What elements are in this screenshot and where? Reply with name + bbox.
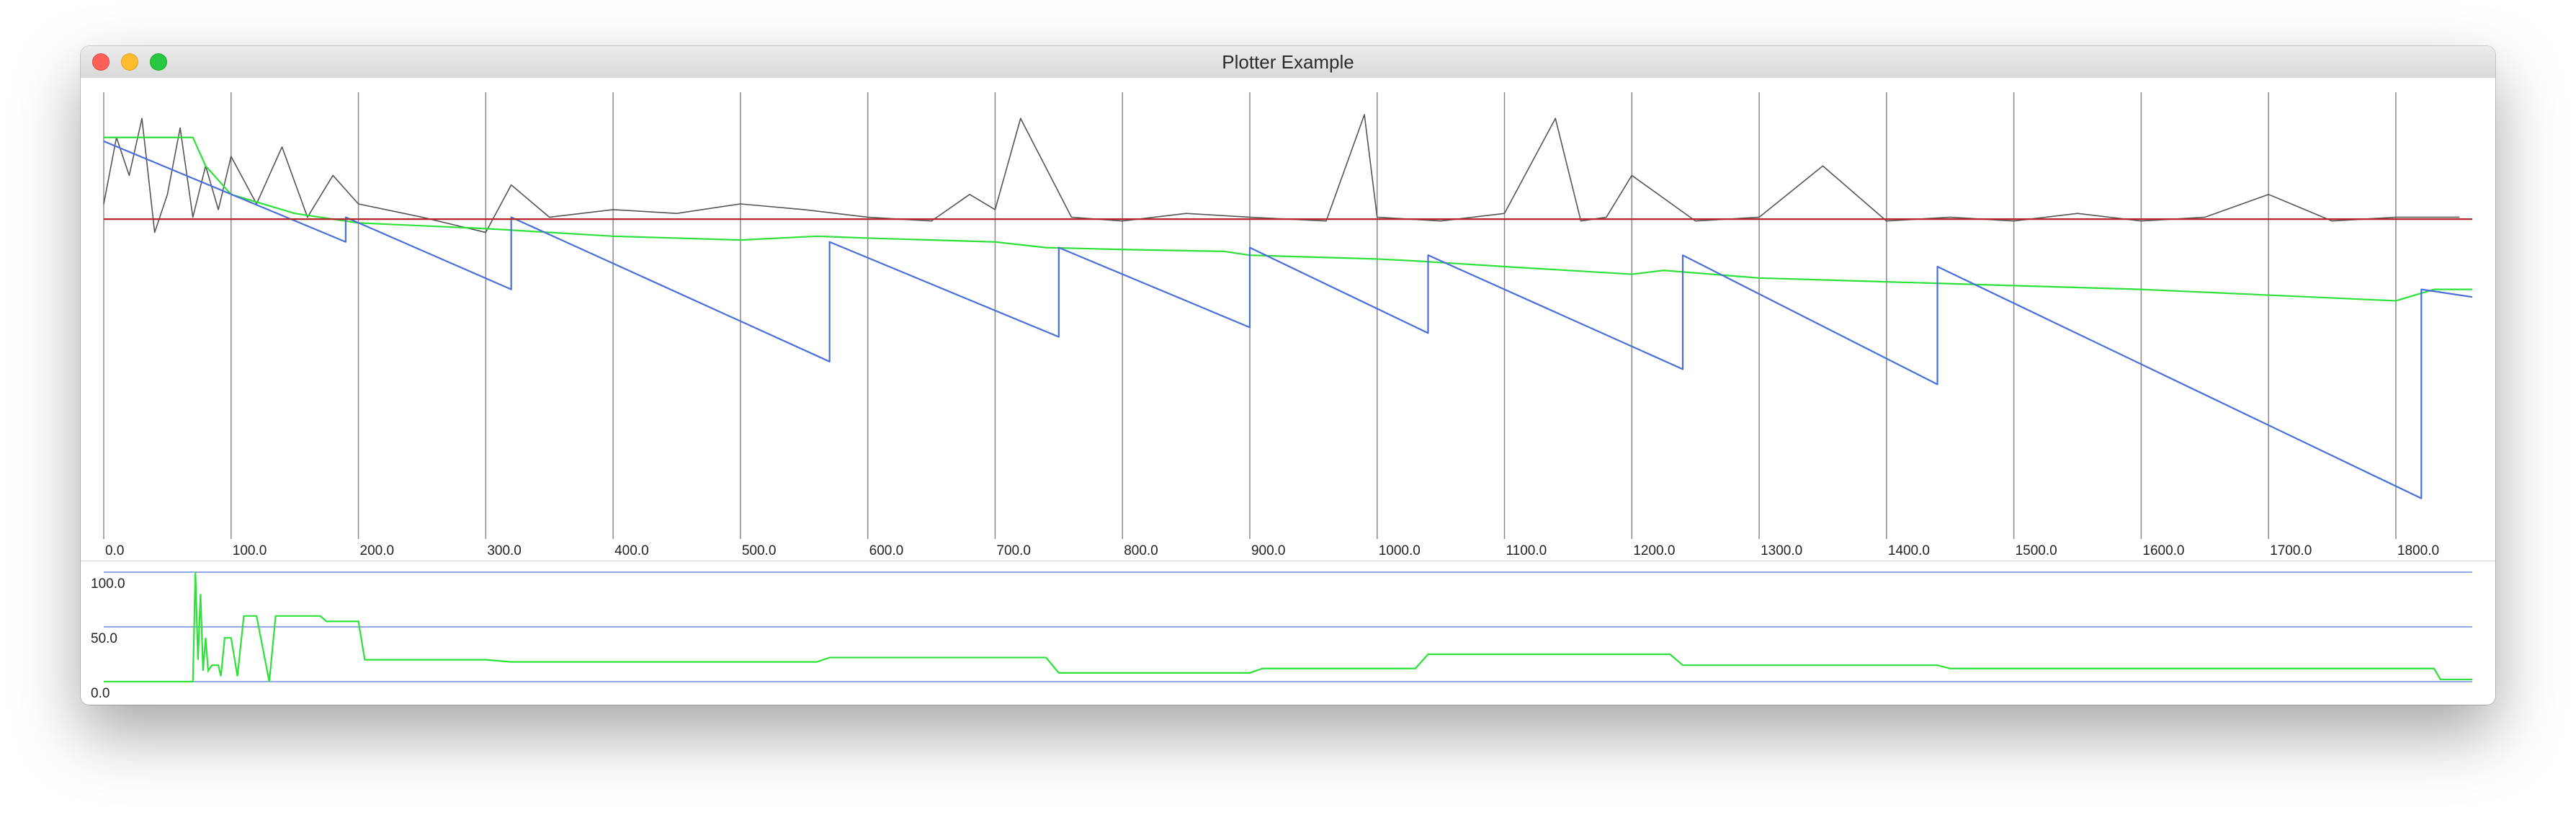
x-tick-label: 1800.0 bbox=[2397, 543, 2439, 558]
lower-y-tick-labels: 100.0 50.0 0.0 bbox=[91, 576, 125, 701]
x-tick-label: 400.0 bbox=[614, 543, 649, 558]
lower-series bbox=[104, 571, 2472, 683]
upper-series bbox=[103, 114, 2473, 499]
x-tick-label: 200.0 bbox=[360, 543, 395, 558]
title-bar[interactable]: Plotter Example bbox=[81, 46, 2495, 79]
x-tick-label: 1400.0 bbox=[1888, 543, 1930, 558]
x-tick-label: 1300.0 bbox=[1761, 543, 1802, 558]
upper-x-tick-labels: 0.0 100.0 200.0 300.0 400.0 500.0 600.0 700.0 80… bbox=[105, 543, 2439, 558]
minimize-button[interactable] bbox=[121, 53, 138, 71]
upper-chart: 0.0 100.0 200.0 300.0 400.0 500.0 600.0 700.0 80… bbox=[103, 92, 2473, 558]
x-tick-label: 100.0 bbox=[233, 543, 267, 558]
x-tick-label: 700.0 bbox=[996, 543, 1031, 558]
y-tick-label: 0.0 bbox=[91, 686, 109, 701]
upper-grid bbox=[103, 92, 2397, 539]
x-tick-label: 1500.0 bbox=[2016, 543, 2057, 558]
x-tick-label: 300.0 bbox=[487, 543, 522, 558]
plotter-window: Plotter Example 0.0 100.0 200.0 300.0 400.0 5… bbox=[81, 46, 2495, 705]
maximize-button[interactable] bbox=[150, 53, 167, 71]
window-title: Plotter Example bbox=[1222, 51, 1354, 73]
x-tick-label: 900.0 bbox=[1251, 543, 1286, 558]
x-tick-label: 1700.0 bbox=[2270, 543, 2312, 558]
x-tick-label: 800.0 bbox=[1124, 543, 1158, 558]
x-tick-label: 600.0 bbox=[869, 543, 904, 558]
x-tick-label: 1200.0 bbox=[1633, 543, 1675, 558]
y-tick-label: 50.0 bbox=[91, 631, 117, 646]
x-tick-label: 1600.0 bbox=[2142, 543, 2184, 558]
y-tick-label: 100.0 bbox=[91, 576, 125, 592]
plot-area: 0.0 100.0 200.0 300.0 400.0 500.0 600.0 700.0 80… bbox=[81, 78, 2495, 705]
lower-grid bbox=[104, 571, 2472, 682]
series-line-2 bbox=[103, 140, 2473, 499]
x-tick-label: 500.0 bbox=[742, 543, 777, 558]
lower-series-line-0 bbox=[104, 571, 2472, 683]
lower-chart: 100.0 50.0 0.0 bbox=[91, 571, 2472, 701]
x-tick-label: 1000.0 bbox=[1379, 543, 1421, 558]
x-tick-label: 1100.0 bbox=[1506, 543, 1547, 558]
x-tick-label: 0.0 bbox=[105, 543, 124, 558]
series-line-0 bbox=[103, 114, 2460, 233]
close-button[interactable] bbox=[92, 53, 109, 71]
